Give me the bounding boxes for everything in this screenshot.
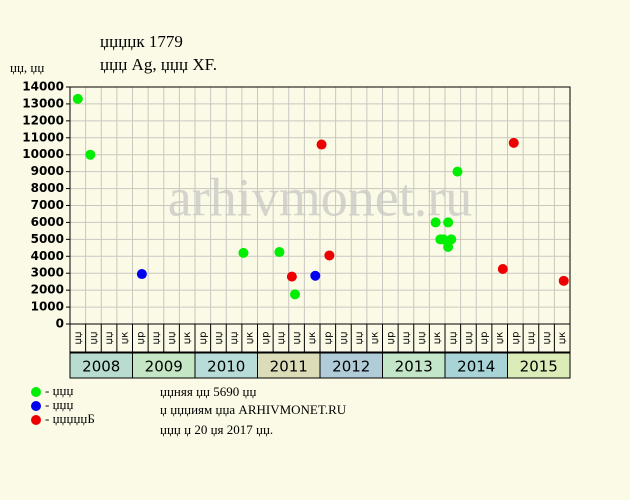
x-tick-label: џк: [432, 332, 443, 345]
y-tick-label: 7000: [31, 198, 64, 212]
x-tick-label: џк: [370, 332, 381, 345]
y-tick-label: 1000: [31, 300, 64, 314]
x-tick-label: џџ: [104, 331, 115, 344]
year-cell: [382, 352, 446, 379]
x-tick-label: џр: [135, 332, 146, 345]
x-tick-label: џџ: [151, 331, 162, 344]
y-tick-label: 8000: [31, 181, 64, 195]
x-tick-label: џџ: [229, 331, 240, 344]
x-tick-label: џк: [495, 332, 506, 345]
y-tick-label: 14000: [22, 80, 64, 94]
x-tick-label: џр: [510, 332, 521, 345]
x-tick-label: џк: [245, 332, 256, 345]
x-tick-label: џџ: [292, 331, 303, 344]
year-label: 2011: [270, 358, 308, 376]
y-tick-label: 5000: [31, 232, 64, 246]
year-cell: [132, 352, 196, 379]
x-tick-label: џџ: [463, 331, 474, 344]
legend-label: - џџџџџБ: [45, 411, 95, 426]
data-point: [324, 250, 335, 261]
data-point: [274, 247, 285, 258]
x-tick-label: џк: [307, 332, 318, 345]
year-cell: [257, 352, 321, 379]
y-tick-label: 10000: [22, 147, 64, 161]
x-tick-label: џџ: [417, 331, 428, 344]
data-point: [136, 269, 147, 280]
data-point: [443, 241, 454, 252]
data-point: [452, 166, 463, 177]
legend-marker: [31, 387, 41, 397]
data-point: [446, 234, 457, 245]
x-tick-label: џр: [385, 332, 396, 345]
chart-title: џџџџк 1779: [100, 32, 183, 51]
y-tick-label: 13000: [22, 96, 64, 110]
y-tick-label: 6000: [31, 215, 64, 229]
data-point: [508, 137, 519, 148]
x-tick-label: џџ: [213, 331, 224, 344]
data-point: [316, 139, 327, 150]
quarter-frame: [69, 323, 571, 353]
legend-marker: [31, 401, 41, 411]
data-point: [438, 234, 449, 245]
legend-label: - џџџ: [45, 383, 73, 398]
year-cell: [319, 352, 383, 379]
y-axis-label: џџ, џџ: [10, 60, 44, 75]
x-tick-label: џк: [557, 332, 568, 345]
x-tick-label: џџ: [526, 331, 537, 344]
x-tick-label: џџ: [401, 331, 412, 344]
x-tick-label: џџ: [276, 331, 287, 344]
x-tick-label: џџ: [542, 331, 553, 344]
data-point: [497, 263, 508, 274]
year-label: 2012: [332, 358, 370, 376]
footer-line: џ џџџиям џџа ARHIVMONET.RU: [160, 402, 347, 417]
x-tick-label: џр: [198, 332, 209, 345]
y-tick-label: 2000: [31, 283, 64, 297]
y-tick-label: 4000: [31, 249, 64, 263]
x-tick-label: џр: [323, 332, 334, 345]
y-tick-label: 3000: [31, 266, 64, 280]
data-point: [430, 217, 441, 228]
data-point: [558, 275, 569, 286]
chart-subtitle: џџџ Ag, џџџ XF.: [100, 55, 217, 74]
data-point: [290, 289, 300, 300]
year-label: 2010: [207, 358, 245, 376]
year-label: 2015: [520, 358, 558, 376]
year-cell: [507, 352, 571, 379]
x-tick-label: џџ: [338, 331, 349, 344]
data-point: [238, 247, 249, 258]
data-point: [310, 270, 321, 281]
data-point: [443, 217, 454, 228]
year-label: 2013: [395, 358, 433, 376]
x-tick-label: џк: [182, 332, 193, 345]
y-tick-label: 12000: [22, 113, 64, 127]
data-point: [85, 149, 96, 160]
year-label: 2009: [145, 358, 183, 376]
legend-label: - џџџ: [45, 397, 73, 412]
y-tick-label: 9000: [31, 164, 64, 178]
footer-line: џџняя џџ 5690 џџ: [160, 384, 256, 399]
x-tick-label: џџ: [167, 331, 178, 344]
y-tick-label: 0: [56, 317, 64, 331]
year-label: 2008: [82, 358, 120, 376]
data-point: [72, 93, 83, 104]
x-tick-label: џр: [260, 332, 271, 345]
legend-marker: [31, 415, 41, 425]
data-point: [286, 271, 297, 282]
x-tick-label: џр: [479, 332, 490, 345]
year-label: 2014: [457, 358, 495, 376]
x-tick-label: џџ: [88, 331, 99, 344]
y-tick-label: 11000: [22, 130, 64, 144]
x-tick-label: џџ: [448, 331, 459, 344]
footer-line: џџџ џ 20 џя 2017 џџ.: [160, 422, 273, 437]
x-tick-label: џџ: [354, 331, 365, 344]
x-tick-label: џџ: [73, 331, 84, 344]
x-tick-label: џк: [120, 332, 131, 345]
